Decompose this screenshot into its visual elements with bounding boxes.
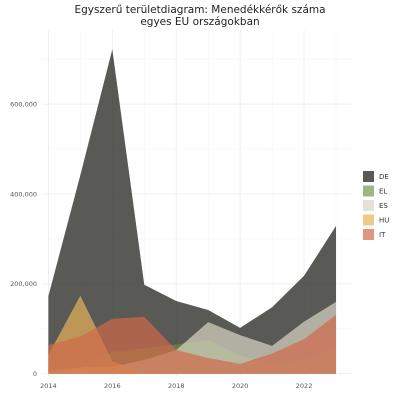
- legend-label: ES: [379, 202, 388, 210]
- area-series-es: [48, 301, 337, 374]
- legend-swatch: [363, 200, 374, 211]
- y-tick-label: 200,000: [10, 280, 37, 288]
- legend-item-de[interactable]: DE: [363, 171, 389, 182]
- legend-item-hu[interactable]: HU: [363, 214, 389, 226]
- y-tick-label: 400,000: [10, 190, 37, 198]
- plot-areas: [48, 49, 337, 374]
- legend-label: EL: [379, 188, 387, 196]
- legend-item-es[interactable]: ES: [363, 200, 388, 211]
- legend-swatch: [363, 214, 374, 226]
- area-series-it: [48, 314, 337, 374]
- x-tick-label: 2022: [296, 382, 313, 390]
- x-tick-label: 2020: [232, 382, 249, 390]
- legend-label: IT: [379, 231, 386, 239]
- x-tick-label: 2014: [40, 382, 57, 390]
- area-series-de: [48, 49, 337, 374]
- legend-swatch: [363, 171, 374, 182]
- legend-item-el[interactable]: EL: [363, 185, 387, 197]
- chart-title: Egyszerű területdiagram: Menedékkérők sz…: [74, 4, 325, 28]
- chart-title-line-2: egyes EU országokban: [140, 16, 259, 28]
- legend-item-it[interactable]: IT: [363, 229, 386, 240]
- y-tick-label: 0: [33, 370, 37, 378]
- legend[interactable]: DE EL ES HU IT: [363, 171, 389, 240]
- x-tick-label: 2016: [104, 382, 121, 390]
- legend-label: HU: [379, 217, 389, 225]
- legend-swatch: [363, 229, 374, 240]
- axes: 0 200,000 400,000 600,000 2014 2016 2018 2020 20…: [10, 100, 312, 390]
- legend-swatch: [363, 185, 374, 197]
- x-tick-label: 2018: [168, 382, 185, 390]
- chart-title-line-1: Egyszerű területdiagram: Menedékkérők sz…: [74, 4, 325, 16]
- y-tick-label: 600,000: [10, 100, 37, 108]
- legend-label: DE: [379, 173, 389, 181]
